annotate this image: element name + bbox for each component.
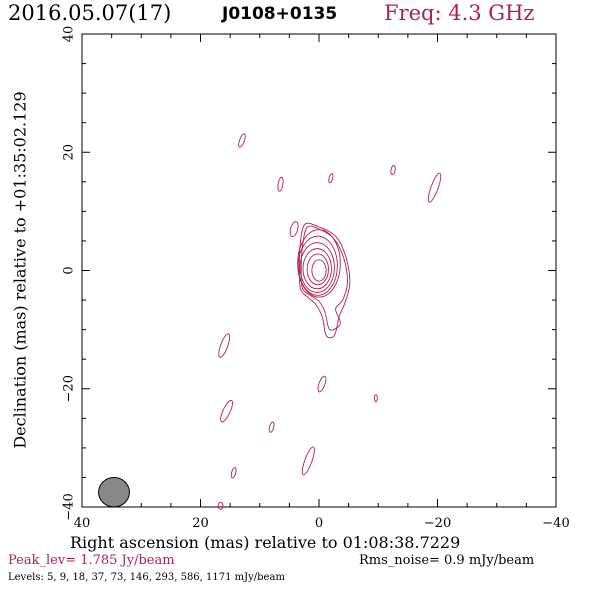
y-tick-label: −40 xyxy=(62,493,77,520)
rms-noise: Rms_noise= 0.9 mJy/beam xyxy=(359,553,535,568)
noise-contour xyxy=(427,172,442,203)
peak-level: Peak_lev= 1.785 Jy/beam xyxy=(8,553,175,568)
noise-contour xyxy=(301,446,315,476)
core-contour xyxy=(311,259,327,282)
x-tick-label: 40 xyxy=(74,516,91,531)
contours xyxy=(217,133,442,510)
x-axis-label: Right ascension (mas) relative to 01:08:… xyxy=(70,533,461,552)
y-axis-label: Declination (mas) relative to +01:35:02.… xyxy=(10,91,30,449)
y-tick-label: 40 xyxy=(62,26,77,43)
x-tick-label: 0 xyxy=(315,516,323,531)
x-tick-label: 20 xyxy=(192,516,209,531)
extended-contour xyxy=(298,222,351,339)
noise-contour xyxy=(317,375,327,393)
core-contour xyxy=(299,242,335,293)
plot-frame xyxy=(81,33,557,508)
noise-contour xyxy=(268,421,275,433)
y-tick-label: −20 xyxy=(62,375,77,402)
x-tick-label: −40 xyxy=(542,516,569,531)
noise-contour xyxy=(277,176,284,192)
noise-contour xyxy=(289,221,299,238)
axis-ticks xyxy=(81,33,557,508)
core-contour xyxy=(297,229,341,298)
source-name: J0108+0135 xyxy=(222,4,338,24)
beam-ellipse xyxy=(98,477,130,508)
core-contour xyxy=(302,248,332,290)
noise-contour xyxy=(328,173,334,184)
noise-contour xyxy=(238,133,246,148)
axis-tick-labels: 40 20 0 −20 −40 −40 −20 0 20 40 xyxy=(62,26,570,531)
x-tick-label: −20 xyxy=(424,516,451,531)
noise-contour xyxy=(390,164,396,176)
noise-contour xyxy=(373,394,378,403)
noise-contour xyxy=(220,399,233,423)
core-contour xyxy=(306,253,329,286)
core-contour xyxy=(297,235,338,296)
contour-levels: Levels: 5, 9, 18, 37, 73, 146, 293, 586,… xyxy=(8,572,285,583)
noise-contour xyxy=(218,333,231,358)
beam-shape xyxy=(98,477,130,508)
noise-contour xyxy=(230,467,237,479)
y-tick-label: 20 xyxy=(62,144,77,161)
observation-date: 2016.05.07(17) xyxy=(8,1,172,25)
noise-contour xyxy=(217,501,224,510)
frequency-label: Freq: 4.3 GHz xyxy=(384,1,535,25)
y-tick-label: 0 xyxy=(62,266,77,274)
extended-contour xyxy=(300,225,348,331)
